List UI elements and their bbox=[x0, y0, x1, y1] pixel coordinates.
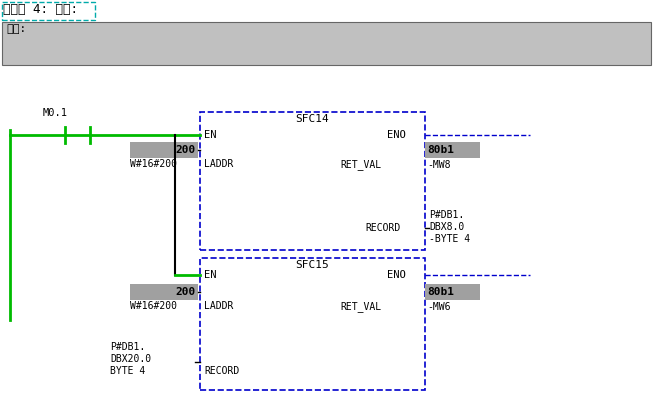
Text: DBX20.0: DBX20.0 bbox=[110, 354, 151, 364]
Text: RECORD: RECORD bbox=[204, 366, 239, 376]
Text: -MW8: -MW8 bbox=[427, 160, 451, 170]
Text: RET_VAL: RET_VAL bbox=[340, 159, 381, 170]
Text: 80b1: 80b1 bbox=[427, 287, 454, 297]
Text: 200: 200 bbox=[176, 287, 196, 297]
Bar bbox=[425, 142, 480, 158]
Text: EN: EN bbox=[204, 130, 217, 140]
Text: 程序段 4: 标题:: 程序段 4: 标题: bbox=[3, 3, 78, 16]
Text: SFC14: SFC14 bbox=[296, 114, 329, 124]
Text: P#DB1.: P#DB1. bbox=[110, 342, 145, 352]
Text: ENO: ENO bbox=[387, 130, 406, 140]
Text: SFC15: SFC15 bbox=[296, 260, 329, 270]
Bar bbox=[425, 284, 480, 300]
Text: P#DB1.: P#DB1. bbox=[429, 210, 464, 220]
Text: RECORD: RECORD bbox=[365, 223, 400, 233]
Text: 80b1: 80b1 bbox=[427, 145, 454, 155]
Bar bbox=[130, 142, 198, 158]
Text: -BYTE 4: -BYTE 4 bbox=[429, 234, 470, 244]
Text: 注释:: 注释: bbox=[6, 24, 26, 34]
Text: ENO: ENO bbox=[387, 270, 406, 280]
Text: W#16#200: W#16#200 bbox=[130, 159, 177, 169]
Text: BYTE 4: BYTE 4 bbox=[110, 366, 145, 376]
Text: EN: EN bbox=[204, 270, 217, 280]
Text: W#16#200: W#16#200 bbox=[130, 301, 177, 311]
Text: M0.1: M0.1 bbox=[43, 108, 68, 118]
Text: LADDR: LADDR bbox=[204, 301, 233, 311]
Bar bbox=[2, 22, 651, 65]
Text: DBX8.0: DBX8.0 bbox=[429, 222, 464, 232]
Text: -MW6: -MW6 bbox=[427, 302, 451, 312]
Text: RET_VAL: RET_VAL bbox=[340, 301, 381, 312]
Bar bbox=[130, 284, 198, 300]
Text: 200: 200 bbox=[176, 145, 196, 155]
Text: LADDR: LADDR bbox=[204, 159, 233, 169]
